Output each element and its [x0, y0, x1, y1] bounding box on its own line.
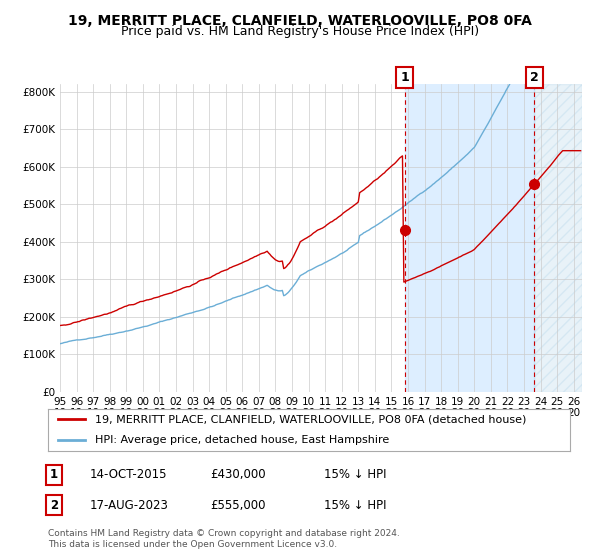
Text: 15% ↓ HPI: 15% ↓ HPI	[324, 468, 386, 481]
Text: 19, MERRITT PLACE, CLANFIELD, WATERLOOVILLE, PO8 0FA: 19, MERRITT PLACE, CLANFIELD, WATERLOOVI…	[68, 14, 532, 28]
Text: 1: 1	[400, 71, 409, 84]
Text: £555,000: £555,000	[210, 499, 265, 512]
Text: 2: 2	[530, 71, 539, 84]
Text: 19, MERRITT PLACE, CLANFIELD, WATERLOOVILLE, PO8 0FA (detached house): 19, MERRITT PLACE, CLANFIELD, WATERLOOVI…	[95, 414, 526, 424]
Text: 14-OCT-2015: 14-OCT-2015	[90, 468, 167, 481]
Text: £430,000: £430,000	[210, 468, 266, 481]
Text: 2: 2	[50, 499, 58, 512]
Text: HPI: Average price, detached house, East Hampshire: HPI: Average price, detached house, East…	[95, 435, 389, 445]
Bar	[535, 84, 582, 392]
Text: 15% ↓ HPI: 15% ↓ HPI	[324, 499, 386, 512]
Text: 1: 1	[50, 468, 58, 481]
Text: Price paid vs. HM Land Registry's House Price Index (HPI): Price paid vs. HM Land Registry's House …	[121, 25, 479, 38]
Bar	[404, 84, 535, 392]
Text: 17-AUG-2023: 17-AUG-2023	[90, 499, 169, 512]
Text: Contains HM Land Registry data © Crown copyright and database right 2024.
This d: Contains HM Land Registry data © Crown c…	[48, 529, 400, 549]
